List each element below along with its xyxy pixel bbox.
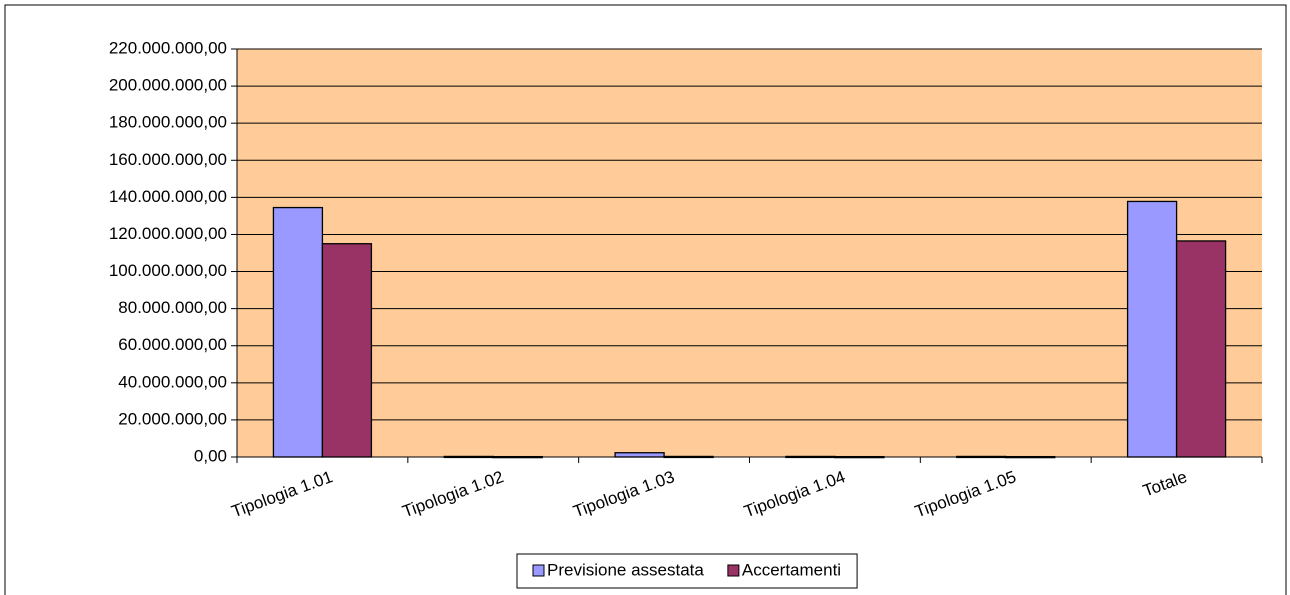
y-tick-label: 0,00 <box>194 446 227 465</box>
y-tick-label: 40.000.000,00 <box>118 372 227 391</box>
legend-label: Accertamenti <box>742 560 841 579</box>
y-tick-label: 100.000.000,00 <box>109 261 227 280</box>
bar <box>956 455 1007 459</box>
x-tick-label: Tipologia 1.04 <box>742 467 848 521</box>
y-tick-label: 20.000.000,00 <box>118 409 227 428</box>
bar <box>834 455 885 459</box>
bar <box>443 455 494 459</box>
bar <box>321 243 373 458</box>
bar <box>1126 200 1178 458</box>
bar <box>785 455 836 459</box>
chart-border <box>4 4 1287 595</box>
y-tick-label: 60.000.000,00 <box>118 335 227 354</box>
bar <box>492 455 543 459</box>
plot-area <box>237 49 1262 457</box>
legend: Previsione assestata Accertamenti <box>516 553 858 589</box>
y-tick-label: 80.000.000,00 <box>118 298 227 317</box>
bar <box>663 455 714 459</box>
x-tick-label: Totale <box>1140 467 1189 500</box>
bar <box>614 452 665 458</box>
legend-swatch <box>727 564 740 577</box>
bar <box>1005 455 1056 459</box>
x-tick-label: Tipologia 1.02 <box>400 467 506 521</box>
legend-swatch <box>532 564 545 577</box>
y-tick-label: 220.000.000,00 <box>109 38 227 57</box>
y-tick-label: 160.000.000,00 <box>109 150 227 169</box>
x-tick-label: Tipologia 1.03 <box>571 467 677 521</box>
legend-box <box>516 553 858 589</box>
bar <box>1175 240 1227 458</box>
x-tick-label: Tipologia 1.01 <box>229 467 335 521</box>
y-tick-label: 180.000.000,00 <box>109 113 227 132</box>
y-tick-label: 140.000.000,00 <box>109 187 227 206</box>
bar <box>272 206 324 458</box>
y-tick-label: 200.000.000,00 <box>109 76 227 95</box>
legend-label: Previsione assestata <box>547 560 704 579</box>
y-tick-label: 120.000.000,00 <box>109 224 227 243</box>
x-tick-label: Tipologia 1.05 <box>912 467 1018 521</box>
